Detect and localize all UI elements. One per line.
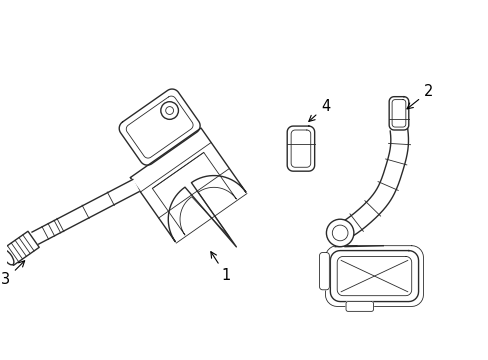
Polygon shape — [119, 89, 200, 165]
Circle shape — [161, 102, 178, 120]
Polygon shape — [388, 97, 408, 130]
Polygon shape — [290, 130, 310, 167]
Circle shape — [326, 219, 353, 247]
Polygon shape — [130, 128, 245, 247]
Polygon shape — [126, 96, 193, 158]
Polygon shape — [346, 302, 373, 311]
Polygon shape — [152, 152, 236, 237]
Polygon shape — [325, 246, 423, 306]
Polygon shape — [319, 253, 329, 290]
Ellipse shape — [2, 250, 14, 265]
Polygon shape — [391, 100, 405, 127]
Circle shape — [332, 225, 347, 241]
Text: 3: 3 — [1, 261, 24, 287]
Text: 1: 1 — [210, 252, 230, 283]
Polygon shape — [336, 129, 407, 241]
Text: 4: 4 — [308, 99, 329, 121]
Polygon shape — [32, 180, 139, 244]
Polygon shape — [337, 256, 411, 296]
Circle shape — [165, 107, 173, 114]
Polygon shape — [2, 231, 39, 265]
Text: 2: 2 — [406, 84, 432, 109]
Polygon shape — [330, 251, 418, 302]
Polygon shape — [286, 126, 314, 171]
